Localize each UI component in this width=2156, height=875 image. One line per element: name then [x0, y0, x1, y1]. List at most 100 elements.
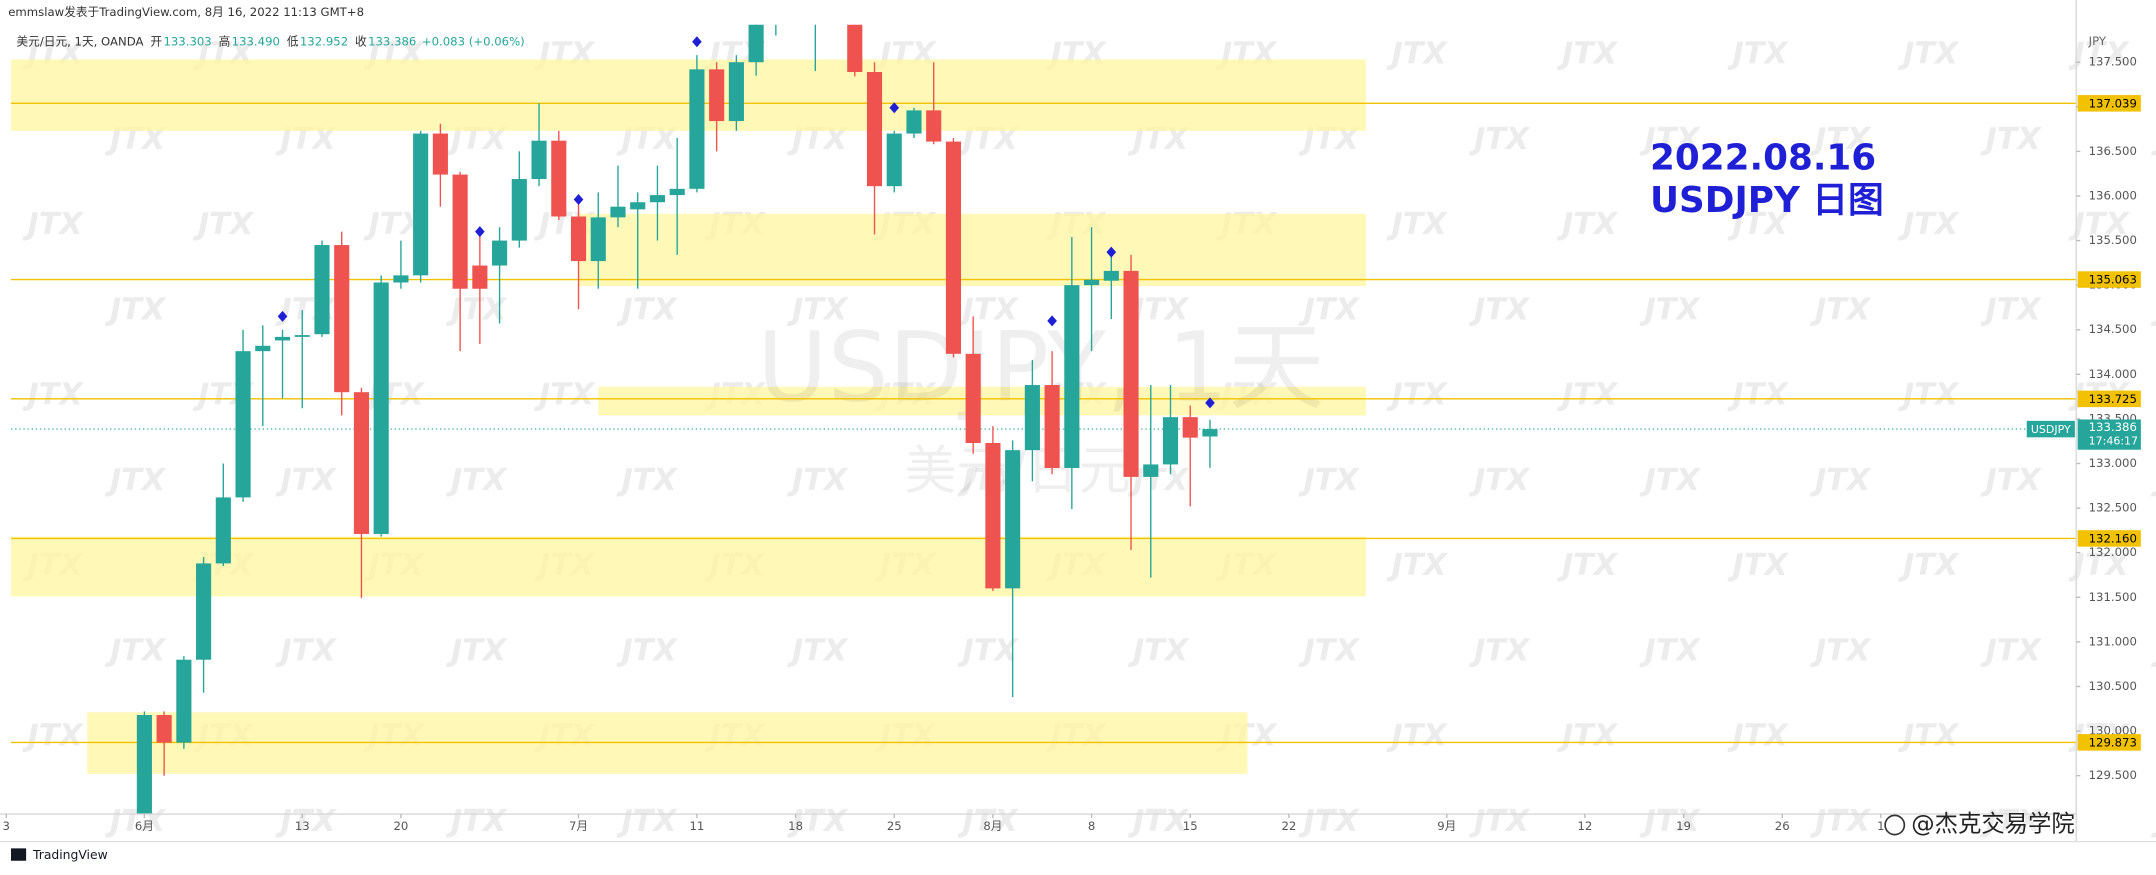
zone — [578, 213, 1366, 287]
watermark-pattern: JTX — [1897, 378, 1960, 413]
y-tick-label: 131.500 — [2089, 590, 2137, 604]
watermark-pattern: JTX — [1809, 122, 1872, 157]
watermark-pattern: JTX — [445, 633, 508, 668]
candle-body — [196, 563, 212, 660]
watermark-pattern: JTX — [1468, 122, 1531, 157]
candle-body — [847, 24, 863, 73]
x-tick-label: 3 — [3, 819, 10, 833]
candle-body — [965, 353, 981, 444]
x-tick-label: 13 — [295, 819, 310, 833]
price-label: 133.386 — [2089, 420, 2137, 434]
watermark-pattern: JTX — [22, 378, 85, 413]
legend-field: 低 — [287, 34, 299, 48]
watermark-pattern: JTX — [786, 804, 849, 839]
watermark-pattern: JTX — [1980, 463, 2043, 498]
candle-body — [1182, 417, 1198, 438]
watermark-pattern: JTX — [445, 804, 508, 839]
watermark-pattern: JTX — [957, 292, 1020, 327]
watermark-pattern: JTX — [1727, 37, 1790, 72]
watermark-pattern: JTX — [1727, 378, 1790, 413]
y-tick-label: 133.000 — [2089, 456, 2137, 470]
watermark-pattern: JTX — [1639, 633, 1702, 668]
level-label-box — [2077, 530, 2141, 547]
legend-value: 133.303 — [163, 34, 211, 48]
y-tick-label: 131.000 — [2089, 634, 2137, 648]
candle-body — [413, 133, 429, 276]
candle-body — [373, 282, 389, 534]
watermark-pattern: JTX — [22, 719, 85, 754]
watermark-pattern: JTX — [1556, 378, 1619, 413]
footer: TradingView — [32, 848, 108, 862]
watermark-pattern: JTX — [104, 633, 167, 668]
watermark-pattern: JTX — [1386, 719, 1449, 754]
level-label-box — [2077, 734, 2141, 751]
candle-body — [492, 240, 508, 266]
candle-body — [886, 133, 902, 187]
candle-body — [926, 110, 942, 142]
currency: JPY — [2088, 34, 2107, 48]
candle-body — [1162, 417, 1179, 465]
x-tick-label: 18 — [788, 819, 803, 833]
marker — [889, 102, 900, 114]
watermark-pattern: JTX — [1727, 207, 1790, 242]
watermark-pattern: JTX — [104, 804, 167, 839]
watermark-pattern: JTX — [104, 463, 167, 498]
candle-body — [1084, 279, 1100, 286]
candle-body — [334, 245, 350, 393]
candle-body — [728, 62, 744, 122]
marker — [475, 226, 485, 238]
candle-body — [215, 497, 231, 564]
candle-body — [314, 245, 330, 335]
y-tick-label: 135.500 — [2089, 233, 2137, 247]
candle-body — [866, 72, 883, 187]
candle-body — [452, 174, 468, 289]
x-tick-label: 11 — [689, 819, 704, 833]
watermark-pattern: JTX — [275, 633, 338, 668]
candle-body — [1064, 285, 1080, 468]
watermark-pattern: JTX — [104, 292, 167, 327]
watermark-pattern: JTX — [363, 378, 426, 413]
legend-value: 133.490 — [232, 34, 280, 48]
watermark-pattern: JTX — [2068, 548, 2131, 583]
annotation: 2022.08.16 — [1650, 138, 1876, 179]
candle-body — [472, 265, 488, 289]
watermark-pattern: JTX — [1809, 463, 1872, 498]
watermark-pattern: JTX — [1386, 548, 1449, 583]
watermark-pattern: JTX — [616, 463, 679, 498]
x-tick-label: 9月 — [1437, 819, 1456, 833]
legend-field: 开 — [150, 34, 162, 48]
watermark-pattern: JTX — [1980, 633, 2043, 668]
x-tick-label: 8月 — [983, 819, 1002, 833]
watermark-pattern: JTX — [1809, 292, 1872, 327]
watermark-pattern: JTX — [1639, 122, 1702, 157]
zone — [87, 712, 1248, 774]
watermark-pattern: JTX — [1127, 804, 1190, 839]
x-tick-label: 19 — [1676, 819, 1691, 833]
legend-value: 133.386 — [368, 34, 416, 48]
level-label: 135.063 — [2089, 273, 2137, 287]
candle-body — [551, 140, 567, 217]
candle-body — [136, 715, 152, 815]
axes: 129.500 130.000 130.500 131.000 131.500 132.0… — [3, 55, 2141, 833]
watermark-pattern: JTX — [275, 463, 338, 498]
watermark-pattern: JTX — [1468, 804, 1531, 839]
candle-body — [531, 140, 547, 180]
ticker-box — [2026, 420, 2075, 438]
watermark-pattern: JTX — [1980, 122, 2043, 157]
watermark-pattern: JTX — [1298, 292, 1361, 327]
candle-body — [393, 275, 409, 283]
x-tick-label: 12 — [1577, 819, 1592, 833]
watermark-pattern: JTX — [275, 804, 338, 839]
x-tick-label: 6月 — [135, 819, 154, 833]
watermark-pattern: JTX — [1386, 378, 1449, 413]
level-label: 132.160 — [2089, 532, 2137, 546]
candle-body — [235, 351, 251, 498]
candle-body — [630, 202, 646, 210]
y-tick-label: 137.500 — [2089, 55, 2137, 69]
marker — [573, 194, 584, 206]
watermark-pattern: JTX — [1556, 207, 1619, 242]
legend-symbol: 美元/日元, 1天, OANDA — [17, 34, 144, 48]
watermark: USDJPY, 1天 — [757, 311, 1324, 423]
